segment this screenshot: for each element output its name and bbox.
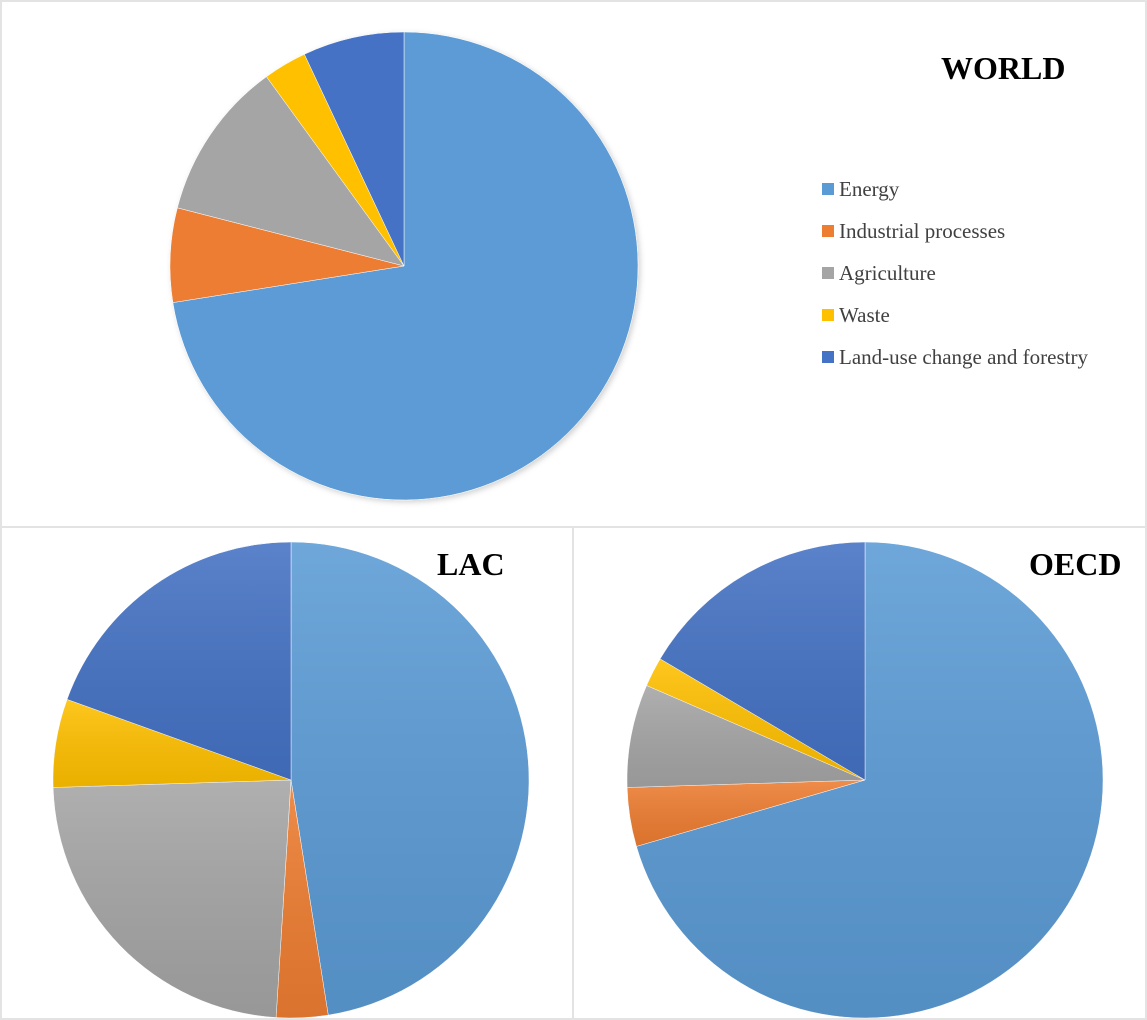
lac-slice-shading-waste xyxy=(53,699,291,788)
lac-pie xyxy=(52,541,530,1019)
legend-label-industrial-processes: Industrial processes xyxy=(839,218,1006,243)
oecd-pie xyxy=(626,541,1104,1019)
world-slice-energy xyxy=(172,31,639,501)
oecd-slice-shading-land-use-change-and-forestry xyxy=(660,542,865,780)
legend-swatch-energy xyxy=(822,183,834,195)
legend-label-energy: Energy xyxy=(839,176,900,201)
legend-swatch-land-use-change-and-forestry xyxy=(822,351,834,363)
legend-item-agriculture: Agriculture xyxy=(822,252,1088,294)
legend-item-waste: Waste xyxy=(822,294,1088,336)
world-slice-agriculture xyxy=(177,76,405,267)
legend-item-industrial-processes: Industrial processes xyxy=(822,210,1088,252)
oecd-chart-title: OECD xyxy=(1029,546,1122,582)
lac-slice-shading-industrial-processes xyxy=(276,780,329,1018)
oecd-slice-shading-industrial-processes xyxy=(627,780,865,847)
legend-swatch-agriculture xyxy=(822,267,834,279)
world-chart-title: WORLD xyxy=(941,50,1066,86)
legend-label-land-use-change-and-forestry: Land-use change and forestry xyxy=(839,344,1088,369)
oecd-slice-shading-agriculture xyxy=(627,685,865,788)
world-slice-land-use-change-and-forestry xyxy=(304,31,405,267)
lac-slice-shading-land-use-change-and-forestry xyxy=(67,542,291,780)
oecd-slice-shading-waste xyxy=(646,658,865,780)
world-legend: Energy Industrial processes Agriculture … xyxy=(822,168,1088,378)
legend-label-agriculture: Agriculture xyxy=(839,260,936,285)
world-pie xyxy=(169,31,639,501)
legend-swatch-industrial-processes xyxy=(822,225,834,237)
legend-item-energy: Energy xyxy=(822,168,1088,210)
lac-chart-title: LAC xyxy=(437,546,505,582)
legend-swatch-waste xyxy=(822,309,834,321)
legend-label-waste: Waste xyxy=(839,302,890,327)
legend-item-land-use-change-and-forestry: Land-use change and forestry xyxy=(822,336,1088,378)
lac-slice-shading-energy xyxy=(291,542,529,1016)
oecd-slice-shading-energy xyxy=(636,542,1103,1019)
lac-slice-shading-agriculture xyxy=(53,780,292,1018)
